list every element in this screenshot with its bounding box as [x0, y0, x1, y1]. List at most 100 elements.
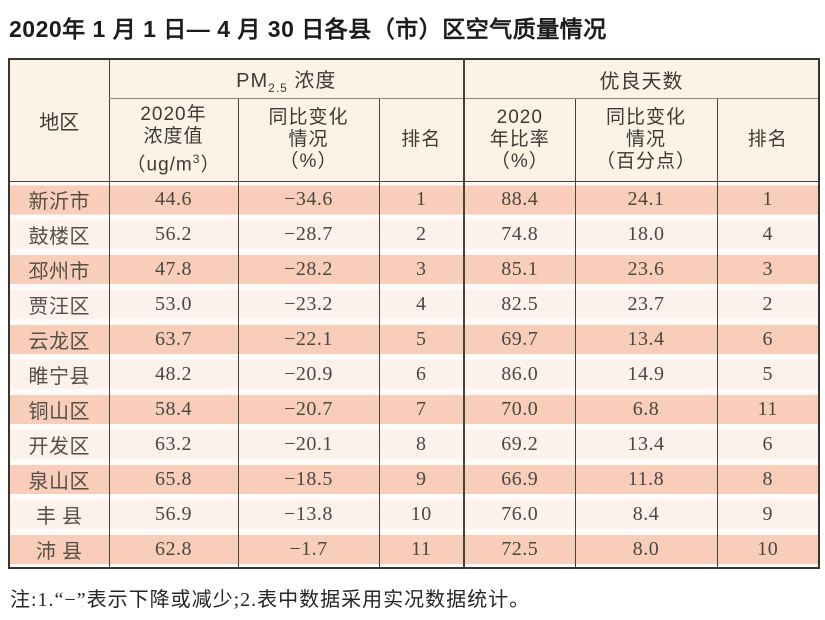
cell-good-rank: 3	[716, 252, 820, 287]
cell-region: 睢宁县	[9, 357, 109, 392]
header-line: （%）	[490, 151, 549, 172]
cell-pm-rank: 1	[378, 181, 465, 217]
cell-pm-value: 48.2	[108, 357, 238, 392]
cell-good-rank: 8	[716, 462, 820, 497]
cell-pm-change: −22.1	[237, 322, 379, 357]
cell-good-change: 24.1	[574, 181, 718, 217]
cell-good-rank: 6	[716, 427, 820, 462]
cell-pm-change: −23.2	[237, 287, 379, 322]
header-line: 情况	[288, 129, 329, 150]
column-header-good-change: 同比变化 情况 （百分点）	[574, 98, 718, 182]
cell-good-rate: 82.5	[463, 287, 576, 322]
cell-good-rate: 85.1	[463, 252, 576, 287]
table-row: 铜山区 58.4 −20.7 7 70.0 6.8 11	[9, 392, 820, 427]
cell-region: 丰 县	[9, 497, 109, 532]
cell-good-change: 11.8	[574, 462, 718, 497]
pm-subscript: 2.5	[268, 80, 288, 95]
cell-pm-change: −20.1	[237, 427, 379, 462]
cell-pm-change: −20.9	[237, 357, 379, 392]
cell-good-change: 6.8	[574, 392, 718, 427]
cell-good-rank: 4	[716, 217, 820, 252]
cell-pm-value: 56.9	[108, 497, 238, 532]
cubic-superscript: 3	[192, 151, 201, 166]
header-line: （ug/m	[126, 154, 193, 176]
cell-pm-value: 63.2	[108, 427, 238, 462]
header-line: 浓度值	[143, 125, 204, 147]
cell-pm-rank: 11	[378, 532, 465, 568]
table-row: 睢宁县 48.2 −20.9 6 86.0 14.9 5	[9, 357, 820, 392]
header-line: 同比变化	[606, 107, 687, 128]
column-header-pm-change: 同比变化 情况 （%）	[237, 98, 379, 182]
table-row: 泉山区 65.8 −18.5 9 66.9 11.8 8	[9, 462, 820, 497]
cell-pm-rank: 6	[378, 357, 465, 392]
cell-good-rank: 9	[716, 497, 820, 532]
cell-pm-value: 44.6	[108, 181, 238, 217]
header-line: 2020年	[140, 103, 207, 125]
column-header-good-rank: 排名	[716, 98, 820, 182]
cell-pm-change: −13.8	[237, 497, 379, 532]
cell-good-rank: 11	[716, 392, 820, 427]
cell-good-rank: 10	[716, 532, 820, 568]
column-header-pm-rank: 排名	[378, 98, 465, 182]
cell-good-change: 13.4	[574, 427, 718, 462]
group-header-row: 地区 PM2.5 浓度 优良天数	[9, 59, 820, 182]
table-row: 新沂市 44.6 −34.6 1 88.4 24.1 1	[9, 181, 820, 217]
cell-pm-rank: 8	[378, 427, 465, 462]
table-row: 鼓楼区 56.2 −28.7 2 74.8 18.0 4	[9, 217, 820, 252]
cell-good-change: 14.9	[574, 357, 718, 392]
page-title: 2020年 1 月 1 日— 4 月 30 日各县（市）区空气质量情况	[9, 16, 607, 42]
cell-region: 云龙区	[9, 322, 109, 357]
cell-pm-change: −1.7	[237, 532, 379, 568]
cell-good-change: 8.0	[574, 532, 718, 568]
header-line: 情况	[626, 129, 667, 150]
air-quality-table: 地区 PM2.5 浓度 优良天数 2020年 浓度值 （ug/m3） 同比变化 …	[8, 58, 821, 569]
cell-region: 泉山区	[9, 462, 109, 497]
header-line: 2020	[496, 107, 543, 128]
column-header-good-rate: 2020 年比率 （%）	[463, 98, 576, 182]
table-row: 邳州市 47.8 −28.2 3 85.1 23.6 3	[9, 252, 820, 287]
sub-header-row: 2020年 浓度值 （ug/m3） 同比变化 情况 （%） 排名 2020 年比…	[9, 98, 820, 182]
cell-pm-rank: 2	[378, 217, 465, 252]
cell-pm-value: 62.8	[108, 532, 238, 568]
table-row: 开发区 63.2 −20.1 8 69.2 13.4 6	[9, 427, 820, 462]
cell-good-rate: 69.7	[463, 322, 576, 357]
cell-good-rank: 6	[716, 322, 820, 357]
header-line: 年比率	[489, 129, 550, 150]
cell-region: 沛 县	[9, 532, 109, 568]
cell-pm-rank: 4	[378, 287, 465, 322]
cell-pm-change: −18.5	[237, 462, 379, 497]
table-header: 地区 PM2.5 浓度 优良天数 2020年 浓度值 （ug/m3） 同比变化 …	[9, 59, 820, 182]
cell-region: 贾汪区	[9, 287, 109, 322]
header-line: （%）	[279, 151, 338, 172]
cell-pm-rank: 7	[378, 392, 465, 427]
cell-good-rate: 76.0	[463, 497, 576, 532]
cell-pm-change: −20.7	[237, 392, 379, 427]
footnote: 注:1.“−”表示下降或减少;2.表中数据采用实况数据统计。	[10, 589, 531, 611]
pm-label: PM	[236, 69, 269, 92]
cell-pm-value: 65.8	[108, 462, 238, 497]
cell-good-rate: 74.8	[463, 217, 576, 252]
cell-pm-rank: 9	[378, 462, 465, 497]
cell-good-rate: 66.9	[463, 462, 576, 497]
cell-pm-value: 63.7	[108, 322, 238, 357]
cell-pm-value: 58.4	[108, 392, 238, 427]
cell-region: 邳州市	[9, 252, 109, 287]
header-line: 同比变化	[268, 107, 349, 128]
cell-pm-rank: 10	[378, 497, 465, 532]
cell-pm-rank: 3	[378, 252, 465, 287]
cell-good-rank: 1	[716, 181, 820, 217]
cell-good-rank: 5	[716, 357, 820, 392]
cell-pm-rank: 5	[378, 322, 465, 357]
cell-good-change: 23.7	[574, 287, 718, 322]
table-row: 沛 县 62.8 −1.7 11 72.5 8.0 10	[9, 532, 820, 568]
header-line: （百分点）	[596, 151, 697, 172]
table-row: 丰 县 56.9 −13.8 10 76.0 8.4 9	[9, 497, 820, 532]
cell-good-rate: 72.5	[463, 532, 576, 568]
column-header-pm-value: 2020年 浓度值 （ug/m3）	[108, 98, 238, 182]
table-row: 云龙区 63.7 −22.1 5 69.7 13.4 6	[9, 322, 820, 357]
cell-pm-change: −34.6	[237, 181, 379, 217]
cell-good-change: 18.0	[574, 217, 718, 252]
cell-region: 新沂市	[9, 181, 109, 217]
cell-good-rate: 70.0	[463, 392, 576, 427]
cell-good-rate: 88.4	[463, 181, 576, 217]
